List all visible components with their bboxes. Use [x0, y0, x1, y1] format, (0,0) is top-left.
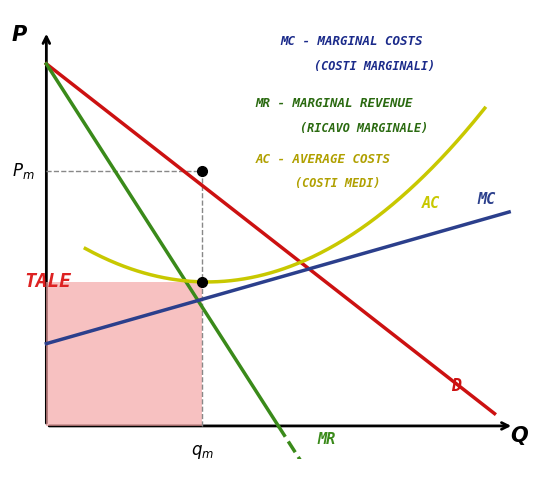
Text: MC: MC	[477, 192, 496, 207]
Text: (COSTI MARGINALI): (COSTI MARGINALI)	[314, 60, 436, 73]
Text: (COSTI MEDI): (COSTI MEDI)	[295, 177, 380, 190]
Text: MR - MARGINAL REVENUE: MR - MARGINAL REVENUE	[256, 97, 414, 110]
Text: TALE: TALE	[24, 272, 72, 291]
Text: MR: MR	[317, 432, 336, 447]
Text: AC - AVERAGE COSTS: AC - AVERAGE COSTS	[256, 153, 391, 166]
Text: D: D	[450, 377, 461, 395]
Text: P: P	[12, 25, 27, 45]
Text: $P_m$: $P_m$	[12, 161, 34, 181]
Text: (RICAVO MARGINALE): (RICAVO MARGINALE)	[300, 122, 428, 135]
Bar	[46, 282, 202, 426]
Text: MC - MARGINAL COSTS: MC - MARGINAL COSTS	[280, 35, 423, 48]
Text: $q_m$: $q_m$	[191, 443, 214, 461]
Text: Q: Q	[510, 426, 528, 446]
Text: AC: AC	[421, 196, 439, 211]
